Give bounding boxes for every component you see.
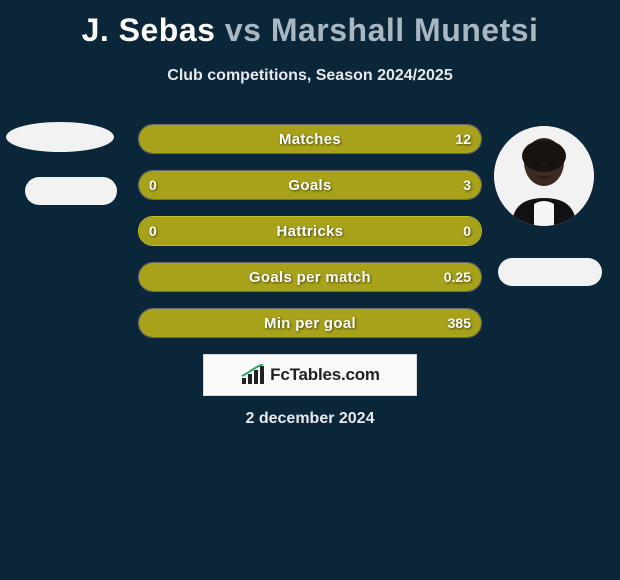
player1-club-badge [25,177,117,205]
comparison-title: J. Sebas vs Marshall Munetsi [0,0,620,49]
subtitle: Club competitions, Season 2024/2025 [0,67,620,85]
stat-row: 00Hattricks [138,216,482,246]
brand-text: FcTables.com [270,365,380,385]
brand-chart-icon [240,364,266,386]
stat-label: Goals [139,171,481,199]
player2-avatar [494,126,594,226]
stat-row: 0.25Goals per match [138,262,482,292]
brand-box: FcTables.com [203,354,417,396]
stat-label: Matches [139,125,481,153]
stat-rows: 12Matches 03Goals 00Hattricks 0.25Goals per… [138,124,482,354]
stat-row: 03Goals [138,170,482,200]
vs-text: vs [225,12,262,48]
player2-name: Marshall Munetsi [271,12,539,48]
player2-club-badge [498,258,602,286]
player2-avatar-icon [494,126,594,226]
stat-label: Goals per match [139,263,481,291]
stat-label: Hattricks [139,217,481,245]
date-text: 2 december 2024 [0,410,620,428]
stat-label: Min per goal [139,309,481,337]
stat-row: 12Matches [138,124,482,154]
player1-avatar-placeholder [6,122,114,152]
stat-row: 385Min per goal [138,308,482,338]
player1-name: J. Sebas [82,12,216,48]
